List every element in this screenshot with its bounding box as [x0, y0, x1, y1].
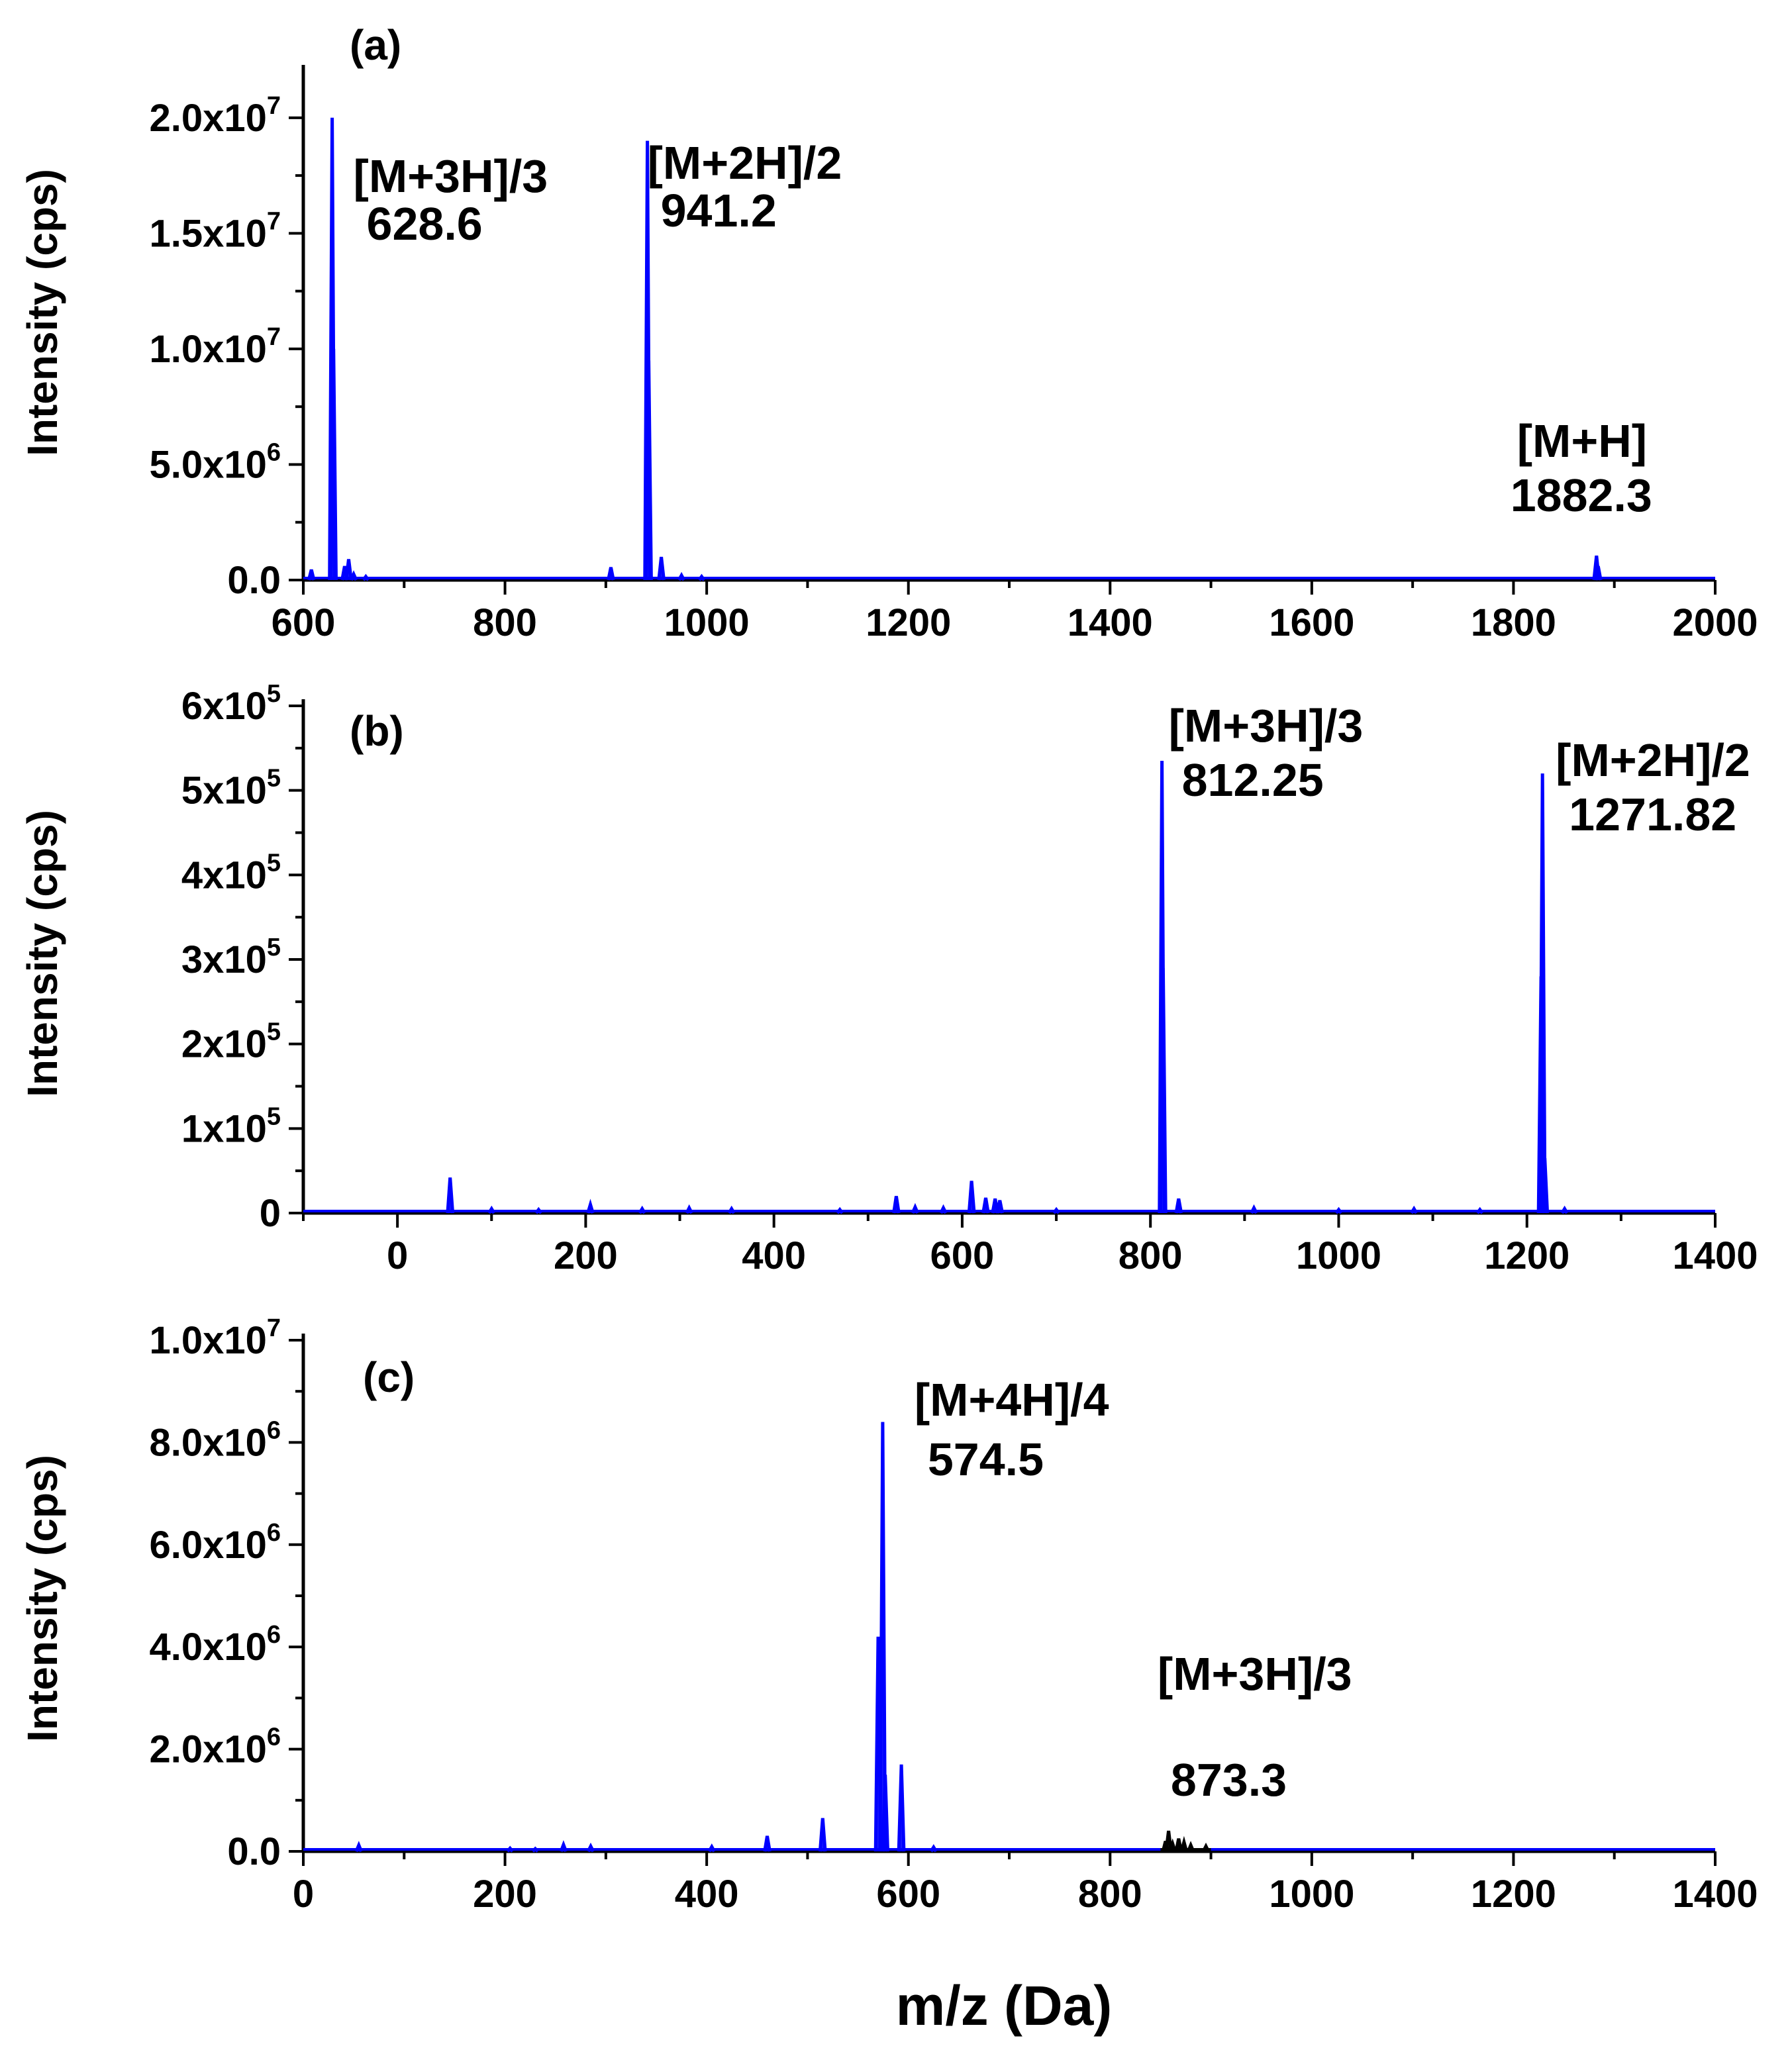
x-tick-label: 1000: [1269, 1873, 1354, 1916]
y-tick-label: 1.5x107: [149, 207, 281, 255]
x-tick-label: 600: [876, 1873, 940, 1916]
y-tick-label: 1.0x107: [149, 323, 281, 371]
y-axis-label: Intensity (cps): [19, 810, 66, 1097]
peak-mz-label: 574.5: [928, 1434, 1044, 1485]
panel-c: Intensity (cps) (c) 0 200 400 600 800 1000 120…: [19, 1314, 1758, 1916]
x-tick-label: 800: [1078, 1873, 1142, 1916]
peak-ion-label: [M+4H]/4: [915, 1374, 1109, 1426]
peak-mz-label: 628.6: [367, 198, 483, 250]
panel-label-c: (c): [363, 1353, 415, 1401]
spectrum-peaks: [446, 760, 1569, 1214]
y-tick-label: 5x105: [181, 765, 281, 812]
x-tick-label: 1200: [866, 601, 951, 644]
peak-mz-label: 1271.82: [1569, 789, 1736, 840]
x-tick-label: 0: [293, 1873, 314, 1916]
x-tick-label: 1400: [1672, 1873, 1758, 1916]
y-tick-label: 0.0: [227, 1830, 281, 1873]
y-tick-label: 4x105: [181, 849, 281, 897]
x-tick-label: 1600: [1269, 601, 1354, 644]
x-tick-label: 200: [554, 1234, 618, 1277]
peak-mz-label: 1882.3: [1511, 469, 1652, 521]
x-tick-label: 1400: [1068, 601, 1153, 644]
peak-ion-label: [M+3H]/3: [1169, 700, 1364, 752]
panel-label-a: (a): [350, 21, 401, 69]
y-tick-label: 3x105: [181, 934, 281, 981]
peak-ion-label: [M+3H]/3: [354, 150, 548, 202]
y-tick-label: 1x105: [181, 1102, 281, 1150]
x-tick-label: 1000: [1296, 1234, 1381, 1277]
peak-ion-label: [M+H]: [1517, 415, 1647, 467]
peak-ion-label: [M+2H]/2: [1556, 734, 1750, 786]
y-tick-label: 4.0x106: [149, 1621, 281, 1669]
x-axis-title: m/z (Da): [896, 1975, 1113, 2037]
peak-ion-label: [M+2H]/2: [648, 137, 842, 189]
x-tick-label: 1200: [1484, 1234, 1569, 1277]
x-tick-label: 400: [675, 1873, 739, 1916]
y-tick-label: 0: [260, 1192, 281, 1235]
x-tick-label: 600: [930, 1234, 995, 1277]
y-tick-label: 2x105: [181, 1018, 281, 1066]
peak-mz-label: 812.25: [1182, 754, 1324, 806]
x-tick-label: 1200: [1471, 1873, 1556, 1916]
y-tick-label: 6x105: [181, 680, 281, 728]
x-tick-label: 1000: [664, 601, 750, 644]
y-axis-label: Intensity (cps): [19, 1455, 66, 1742]
y-tick-label: 8.0x106: [149, 1416, 281, 1464]
spectrum-peaks: [307, 117, 1603, 581]
peak-mz-label: 941.2: [661, 185, 777, 236]
x-tick-label: 800: [1119, 1234, 1183, 1277]
x-tick-label: 2000: [1672, 601, 1758, 644]
panel-b: Intensity (cps) (b) 0 200 400 600 800 1000 120…: [19, 680, 1758, 1277]
x-tick-label: 1400: [1672, 1234, 1758, 1277]
peak-mz-label: 873.3: [1171, 1754, 1287, 1806]
y-tick-label: 1.0x107: [149, 1314, 281, 1362]
spectrum-peaks: [354, 1422, 938, 1853]
x-tick-label: 400: [742, 1234, 806, 1277]
y-tick-label: 5.0x106: [149, 438, 281, 486]
y-tick-label: 2.0x107: [149, 92, 281, 140]
x-tick-label: 800: [473, 601, 537, 644]
x-tick-label: 600: [272, 601, 336, 644]
x-tick-label: 1800: [1471, 601, 1556, 644]
peak-ion-label: [M+3H]/3: [1158, 1648, 1352, 1700]
y-axis-label: Intensity (cps): [19, 169, 66, 456]
panel-label-b: (b): [350, 707, 404, 755]
x-tick-label: 200: [473, 1873, 537, 1916]
y-tick-label: 6.0x106: [149, 1519, 281, 1567]
y-tick-label: 2.0x106: [149, 1724, 281, 1771]
panel-a: Intensity (cps) (a) 600 800 1000 1200 1400 16…: [19, 21, 1758, 644]
y-tick-label: 0.0: [227, 559, 281, 602]
x-tick-label: 0: [387, 1234, 408, 1277]
